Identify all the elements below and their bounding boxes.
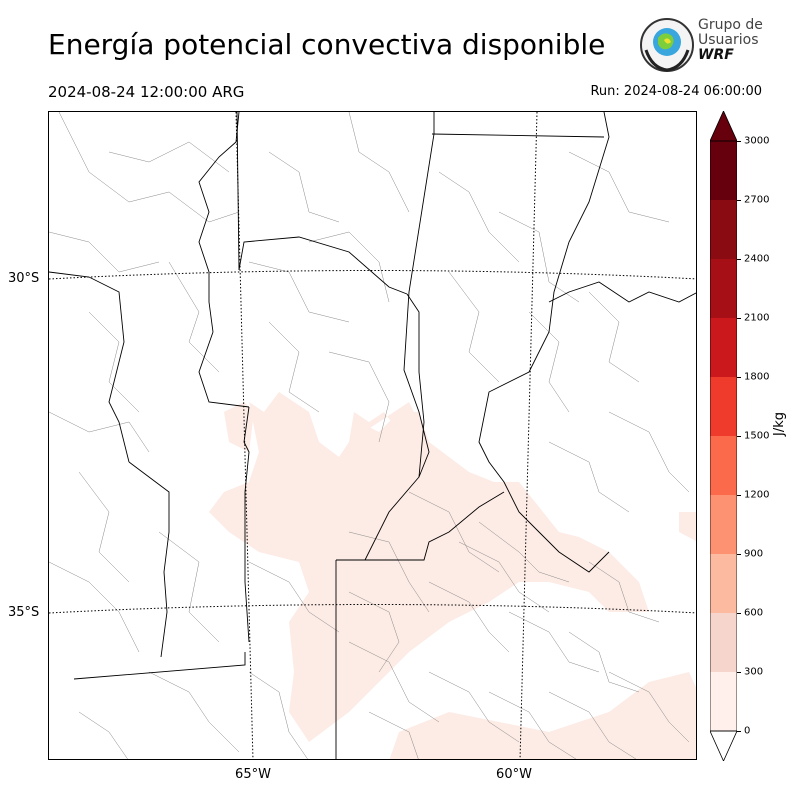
colorbar-bin <box>710 259 737 318</box>
colorbar-bin <box>710 318 737 377</box>
border-cordoba-santafe <box>336 293 425 561</box>
valid-time: 2024-08-24 12:00:00 ARG <box>48 83 245 101</box>
department-lines <box>49 112 690 759</box>
cape-field <box>209 392 696 759</box>
colorbar-bin <box>710 200 737 259</box>
cape-area-southeast <box>389 672 696 759</box>
colorbar-unit: J/kg <box>772 412 787 436</box>
colorbar-bin <box>710 495 737 554</box>
colorbar-tick-mark <box>737 377 741 378</box>
colorbar-tick-label: 600 <box>744 607 764 619</box>
colorbar-tick-label: 1500 <box>744 430 770 442</box>
map-panel <box>48 111 697 760</box>
logo-line2: Usuarios <box>698 32 759 48</box>
lon-label-65w: 65°W <box>235 767 271 782</box>
run-time: Run: 2024-08-24 06:00:00 <box>590 84 762 99</box>
lon-label-60w: 60°W <box>496 767 532 782</box>
logo-line3: WRF <box>698 47 734 63</box>
colorbar-bin <box>710 554 737 613</box>
colorbar-tick-mark <box>737 495 741 496</box>
border-santafe-entrerios <box>478 112 610 573</box>
colorbar-tick-label: 2400 <box>744 253 770 265</box>
map-svg <box>49 112 696 759</box>
graticule-35s <box>49 604 696 614</box>
border-santafe-north <box>431 133 605 138</box>
graticule <box>49 112 696 759</box>
colorbar-bin <box>710 436 737 495</box>
colorbar-bottom-arrow <box>710 730 737 761</box>
colorbar-bin <box>710 672 737 731</box>
graticule-30s <box>49 270 696 280</box>
border-mendoza <box>128 461 170 658</box>
cape-area-central <box>209 392 649 742</box>
logo-line1: Grupo de <box>698 17 763 33</box>
colorbar-bin <box>710 613 737 672</box>
colorbar-top-arrow <box>710 111 737 142</box>
border-cordoba-north <box>236 112 408 295</box>
colorbar-tick-mark <box>737 141 741 142</box>
province-borders <box>49 112 696 759</box>
colorbar-tick-label: 300 <box>744 666 764 678</box>
colorbar-tick-label: 1200 <box>744 489 770 501</box>
colorbar-tick-mark <box>737 613 741 614</box>
colorbar-bin <box>710 141 737 200</box>
border-la-rioja <box>198 331 250 408</box>
border-buenos-aires-north2 <box>336 491 505 561</box>
colorbar-tick-mark <box>737 731 741 732</box>
colorbar-tick-label: 1800 <box>744 371 770 383</box>
chart-title: Energía potencial convectiva disponible <box>48 28 606 61</box>
globe-icon <box>640 18 694 72</box>
lat-label-35s: 35°S <box>8 605 40 620</box>
colorbar-tick-mark <box>737 259 741 260</box>
cape-area-west <box>224 402 254 452</box>
border-san-juan <box>49 271 130 463</box>
colorbar-tick-mark <box>737 200 741 201</box>
colorbar <box>710 111 737 761</box>
colorbar-tick-label: 2100 <box>744 312 770 324</box>
colorbar-tick-label: 0 <box>744 725 751 737</box>
border-catamarca <box>198 112 240 333</box>
colorbar-tick-mark <box>737 436 741 437</box>
colorbar-bin <box>710 377 737 436</box>
colorbar-tick-label: 900 <box>744 548 764 560</box>
cape-area-north <box>349 402 424 457</box>
colorbar-tick-label: 3000 <box>744 135 770 147</box>
border-sanluis-south <box>73 652 246 680</box>
colorbar-tick-mark <box>737 554 741 555</box>
wrf-logo: Grupo de Usuarios WRF <box>638 16 768 74</box>
colorbar-tick-mark <box>737 672 741 673</box>
colorbar-tick-mark <box>737 318 741 319</box>
graticule-60w <box>519 112 538 759</box>
cape-area-east <box>679 512 696 541</box>
colorbar-tick-label: 2700 <box>744 194 770 206</box>
lat-label-30s: 30°S <box>8 271 40 286</box>
border-cordoba-sanluis <box>243 406 250 643</box>
border-entrerios-east <box>548 281 696 303</box>
